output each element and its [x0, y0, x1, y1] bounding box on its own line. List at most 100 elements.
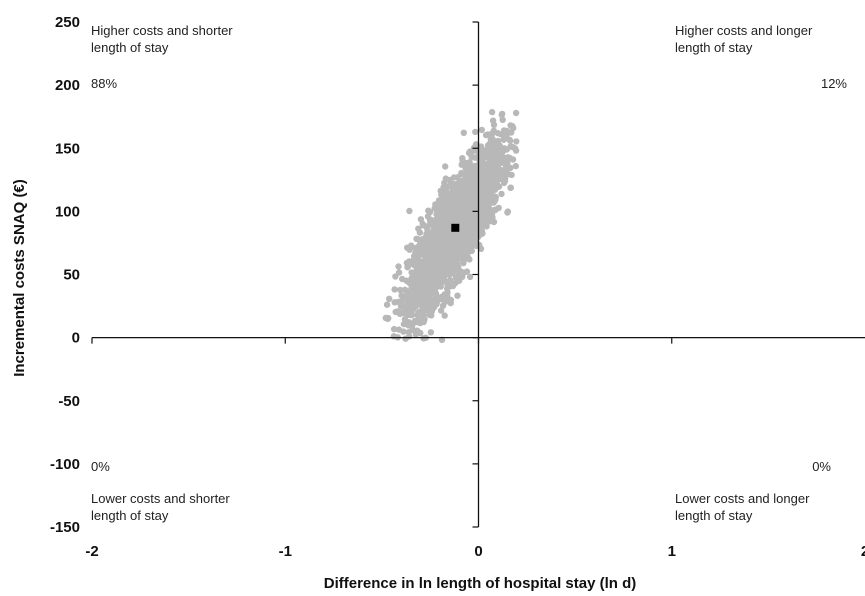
- y-tick-label: 100: [55, 203, 80, 220]
- scatter-point: [415, 236, 422, 243]
- scatter-point: [422, 292, 430, 299]
- x-tick-label: -2: [85, 543, 98, 560]
- scatter-point: [452, 267, 459, 274]
- scatter-point: [436, 245, 443, 252]
- scatter-point: [453, 216, 460, 224]
- scatter-point: [464, 159, 471, 167]
- scatter-point: [419, 220, 426, 228]
- scatter-point: [427, 248, 434, 255]
- scatter-point: [410, 295, 417, 302]
- scatter-point: [498, 167, 505, 174]
- scatter-point: [395, 298, 402, 305]
- scatter-point: [425, 275, 432, 283]
- scatter-point: [410, 281, 417, 288]
- scatter-point: [414, 311, 421, 319]
- scatter-point: [459, 155, 466, 162]
- scatter-point: [464, 231, 471, 238]
- y-tick-label: 200: [55, 77, 80, 94]
- quadrant-top-right-label-line2: length of stay: [675, 40, 753, 55]
- scatter-point: [501, 179, 508, 187]
- scatter-point: [434, 295, 441, 302]
- scatter-point: [412, 249, 419, 257]
- scatter-point: [492, 173, 500, 180]
- scatter-point: [395, 269, 403, 276]
- y-tick-label: -50: [58, 393, 80, 410]
- quadrant-bottom-left-label-line2: length of stay: [91, 508, 169, 523]
- scatter-point: [485, 142, 492, 150]
- scatter-point: [442, 163, 449, 170]
- scatter-point: [416, 229, 424, 236]
- scatter-point: [469, 166, 476, 174]
- scatter-point: [469, 198, 476, 205]
- scatter-point: [472, 128, 479, 136]
- scatter-point: [446, 253, 453, 260]
- scatter-point: [490, 199, 497, 206]
- scatter-point: [465, 254, 472, 262]
- scatter-point: [499, 116, 506, 124]
- scatter-point: [491, 155, 499, 162]
- scatter-point: [509, 123, 516, 130]
- scatter-point: [478, 230, 485, 238]
- scatter-point: [497, 131, 505, 138]
- scatter-point: [440, 273, 447, 280]
- y-tick-label: 0: [72, 330, 80, 347]
- scatter-point: [489, 117, 497, 124]
- scatter-point: [448, 189, 456, 196]
- scatter-point: [434, 232, 441, 239]
- scatter-point: [418, 242, 426, 250]
- scatter-point: [398, 292, 405, 299]
- scatter-point: [512, 109, 520, 117]
- scatter-point: [395, 263, 402, 270]
- scatter-point: [402, 335, 409, 342]
- scatter-point: [461, 177, 468, 184]
- x-tick-label: -1: [279, 543, 292, 560]
- scatter-point: [452, 233, 459, 241]
- quadrant-bottom-left-label-line1: Lower costs and shorter: [91, 491, 230, 506]
- scatter-point: [504, 208, 512, 215]
- tick-labels: -2 -1 0 1 2 250 200 150 100 50 0 -50 -100 -150: [50, 14, 865, 560]
- quadrant-top-right-label-line1: Higher costs and longer: [675, 23, 813, 38]
- scatter-point: [451, 181, 458, 188]
- scatter-point: [467, 150, 474, 158]
- scatter-point: [401, 308, 408, 315]
- quadrant-top-left-label-line2: length of stay: [91, 40, 169, 55]
- scatter-point: [420, 235, 427, 243]
- scatter-point: [458, 169, 465, 177]
- scatter-point: [455, 196, 462, 203]
- scatter-point: [447, 299, 454, 307]
- scatter-point: [417, 284, 425, 291]
- scatter-point: [488, 193, 495, 200]
- scatter-point: [513, 138, 520, 145]
- y-tick-label: -150: [50, 519, 80, 536]
- scatter-point: [446, 240, 453, 247]
- scatter-point: [464, 203, 471, 210]
- scatter-point: [417, 249, 424, 256]
- scatter-point: [471, 211, 478, 218]
- scatter-point: [396, 308, 403, 316]
- scatter-point: [403, 277, 410, 284]
- scatter-point: [462, 165, 469, 172]
- scatter-point: [498, 111, 505, 119]
- scatter-point: [390, 325, 398, 333]
- scatter-point: [426, 232, 434, 239]
- scatter-point: [488, 108, 496, 116]
- point-estimate-marker: [451, 223, 460, 232]
- scatter-point: [491, 138, 498, 146]
- axes: [91, 21, 865, 528]
- scatter-point: [486, 180, 493, 188]
- scatter-point: [429, 268, 436, 275]
- y-tick-label: 250: [55, 14, 80, 31]
- scatter-point: [439, 192, 447, 199]
- scatter-point: [489, 214, 496, 221]
- quadrant-bottom-right-label-line1: Lower costs and longer: [675, 491, 810, 506]
- quadrant-bottom-right-percent: 0%: [812, 459, 831, 474]
- scatter-point: [436, 197, 443, 205]
- scatter-point: [437, 266, 444, 273]
- scatter-point: [441, 312, 448, 319]
- scatter-point: [439, 302, 447, 309]
- scatter-point: [441, 201, 449, 209]
- quadrant-bottom-right-label-line2: length of stay: [675, 508, 753, 523]
- scatter-point: [479, 219, 487, 227]
- scatter-point: [406, 207, 413, 215]
